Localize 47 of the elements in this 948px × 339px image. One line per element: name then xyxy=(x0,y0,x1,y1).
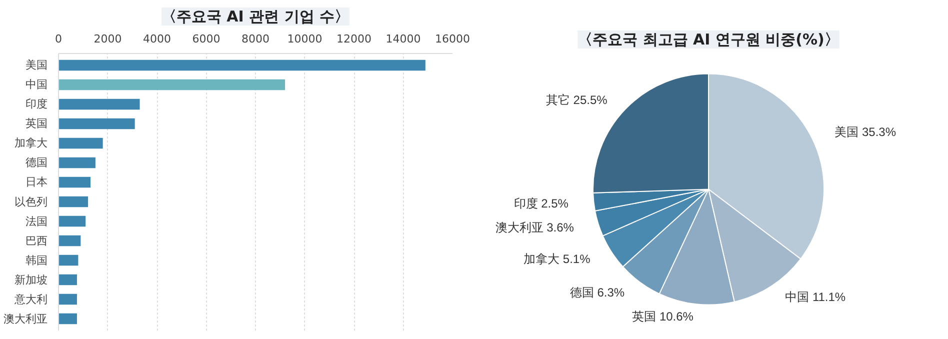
x-tick-label: 12000 xyxy=(336,32,372,46)
bar xyxy=(58,118,135,130)
bar xyxy=(58,157,96,168)
bar xyxy=(58,79,286,90)
y-tick-label: 巴西 xyxy=(26,234,48,248)
bar xyxy=(58,294,77,305)
bar xyxy=(58,235,81,246)
bar xyxy=(58,60,426,71)
x-tick-label: 16000 xyxy=(435,32,470,46)
bar xyxy=(58,274,77,286)
bar xyxy=(58,176,91,188)
slice-label: 美国 35.3% xyxy=(834,125,896,140)
slice-label: 德国 6.3% xyxy=(570,285,625,300)
bar xyxy=(58,254,78,266)
y-tick-label: 新加坡 xyxy=(14,273,48,286)
x-tick-label: 6000 xyxy=(192,32,220,46)
y-tick-label: 法国 xyxy=(26,214,48,228)
bar xyxy=(58,216,86,227)
bar xyxy=(58,138,103,149)
slice-label: 其它 25.5% xyxy=(546,93,608,108)
y-tick-label: 意大利 xyxy=(14,292,48,306)
bar xyxy=(58,98,140,110)
x-tick-label: 4000 xyxy=(143,32,172,46)
y-tick-label: 美国 xyxy=(26,58,48,72)
chart-title: 〈주요국 AI 관련 기업 수〉 xyxy=(161,8,350,26)
y-tick-label: 印度 xyxy=(26,98,48,111)
x-tick-label: 8000 xyxy=(242,32,270,46)
slice-label: 英国 10.6% xyxy=(632,310,694,324)
y-tick-label: 韩国 xyxy=(26,254,48,267)
slice-label: 加拿大 5.1% xyxy=(524,252,591,266)
bar xyxy=(58,196,88,208)
x-tick-label: 14000 xyxy=(386,32,421,46)
y-tick-label: 英国 xyxy=(26,117,48,130)
slice-label: 印度 2.5% xyxy=(514,196,569,210)
chart-title: 〈주요국 최고급 AI 연구원 비중(%)〉 xyxy=(578,30,840,48)
y-tick-label: 加拿大 xyxy=(14,136,48,150)
bar xyxy=(58,313,77,324)
x-tick-label: 0 xyxy=(55,32,62,46)
slice-label: 中国 11.1% xyxy=(785,290,846,304)
slice-label: 澳大利亚 3.6% xyxy=(495,220,574,234)
y-tick-label: 德国 xyxy=(26,156,48,170)
y-tick-label: 中国 xyxy=(26,78,48,92)
x-tick-label: 2000 xyxy=(94,32,122,46)
y-tick-label: 以色列 xyxy=(14,195,48,208)
y-tick-label: 日本 xyxy=(26,176,48,189)
y-tick-label: 澳大利亚 xyxy=(4,312,48,326)
x-tick-label: 10000 xyxy=(287,32,322,46)
